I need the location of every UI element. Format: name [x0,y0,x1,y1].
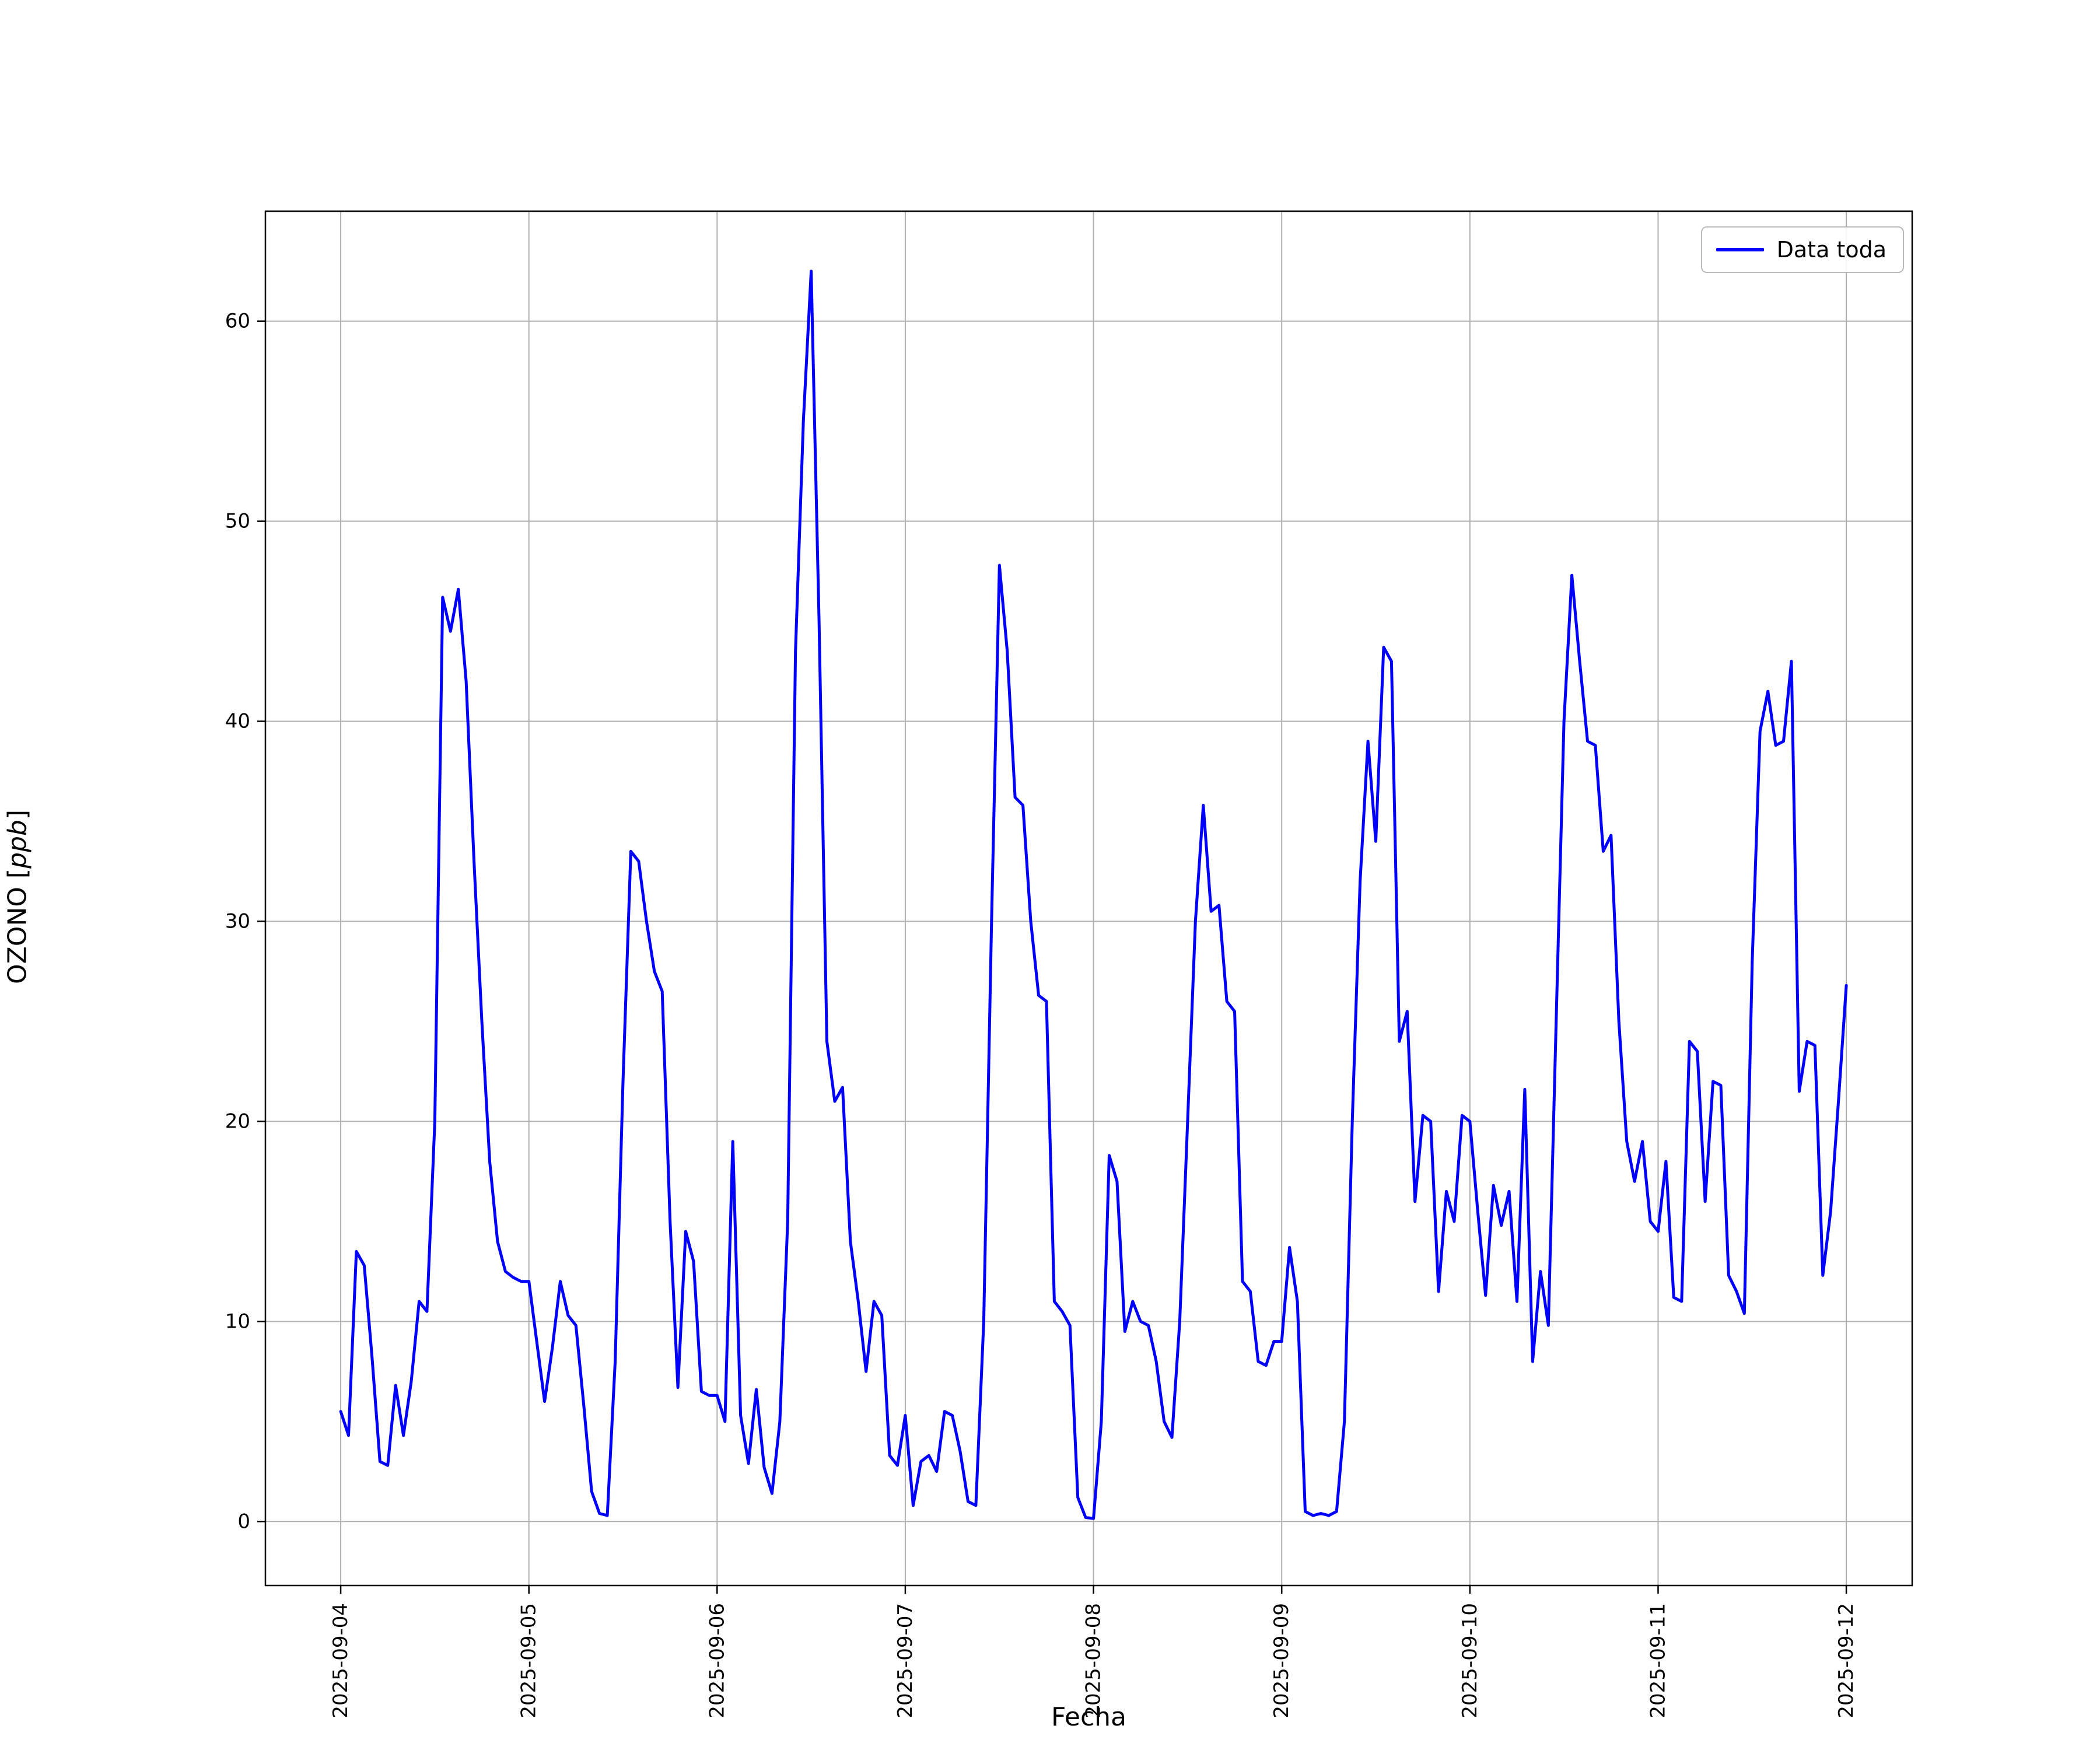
y-axis-label: OZONO [ppb] [3,722,33,1072]
y-tick-label: 20 [225,1110,250,1133]
x-tick-label: 2025-09-10 [1458,1603,1482,1718]
y-tick-label: 10 [225,1310,250,1333]
y-axis-label-name: OZONO [2,878,33,985]
x-tick-label: 2025-09-12 [1835,1603,1858,1718]
y-axis-label-unit: ppb [2,820,33,869]
x-tick-label: 2025-09-08 [1082,1603,1105,1718]
legend-entry-label: Data toda [1776,237,1887,262]
y-axis-label-bracket-open: [ [2,868,33,879]
x-tick-label: 2025-09-05 [517,1603,541,1718]
x-tick-label: 2025-09-04 [329,1603,352,1718]
legend-line-sample [1716,248,1764,251]
x-tick-label: 2025-09-07 [894,1603,917,1718]
y-tick-label: 40 [225,709,250,733]
y-tick-label: 30 [225,909,250,933]
x-tick-label: 2025-09-06 [705,1603,729,1718]
x-axis-label: Fecha [1051,1702,1126,1732]
x-tick-label: 2025-09-11 [1646,1603,1670,1718]
y-tick-label: 50 [225,510,250,533]
data-line-data-toda [339,270,1848,1520]
y-axis-label-bracket-close: ] [2,809,33,820]
axes-frame [264,210,1913,1587]
y-tick-label: 0 [237,1510,250,1533]
legend: Data toda [1700,226,1904,273]
y-tick-label: 60 [225,310,250,333]
x-tick-label: 2025-09-09 [1270,1603,1293,1718]
